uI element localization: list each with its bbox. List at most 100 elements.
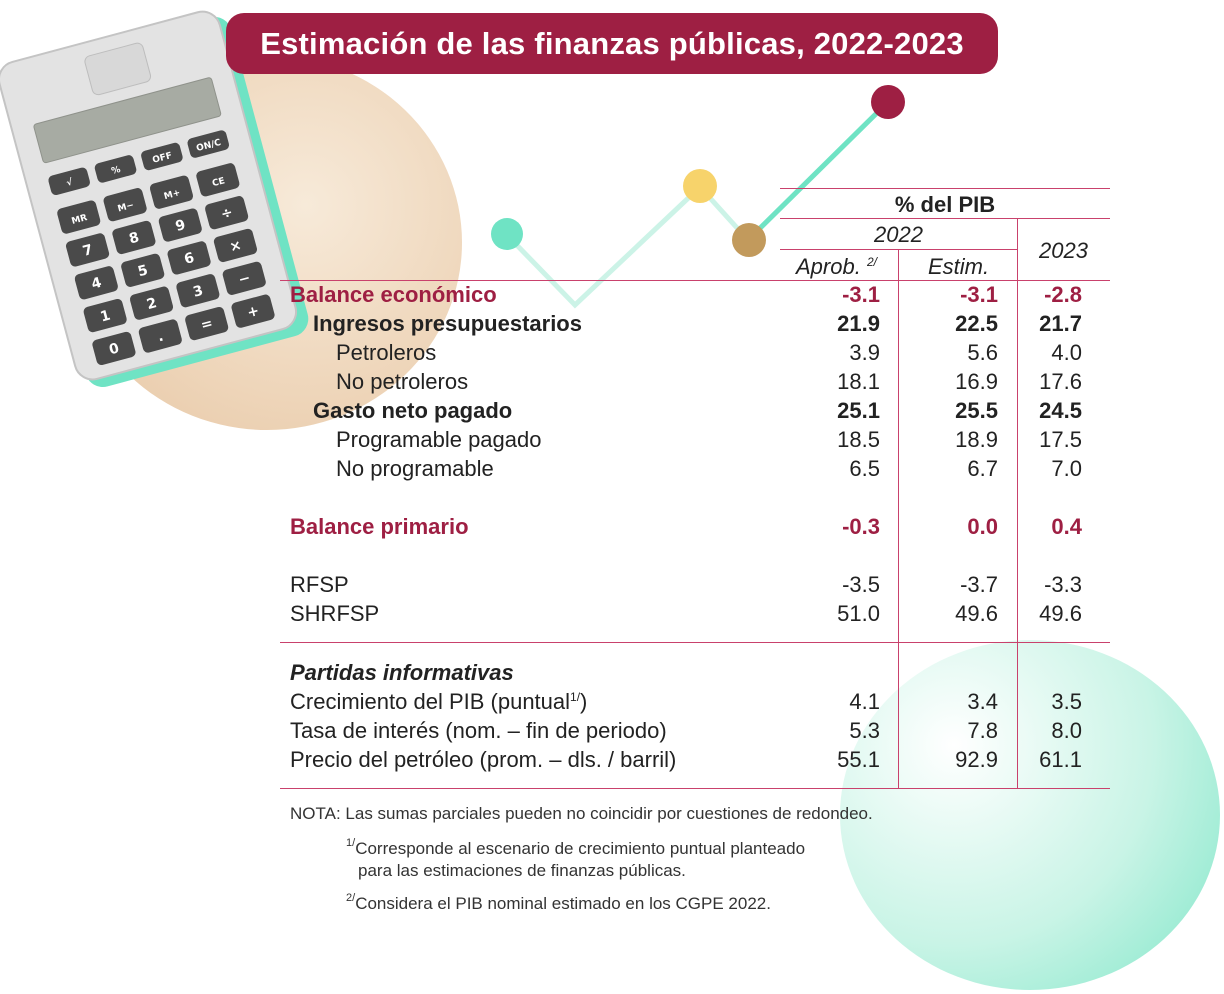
value-estim: 3.4 — [967, 689, 998, 714]
trend-line-accent — [746, 100, 890, 242]
value-2023: 21.7 — [1039, 311, 1082, 336]
year-2022-header: 2022 — [874, 222, 923, 247]
value-2023: 61.1 — [1039, 747, 1082, 772]
calculator-key-label: 3 — [191, 283, 205, 301]
row-label: Precio del petróleo (prom. – dls. / barr… — [290, 747, 677, 772]
value-2023: 17.6 — [1039, 369, 1082, 394]
calculator-key — [129, 286, 174, 320]
value-estim: 7.8 — [967, 718, 998, 743]
calculator-key — [222, 261, 266, 295]
value-estim: 16.9 — [955, 369, 998, 394]
calculator-key-label: 7 — [81, 242, 95, 260]
calculator-key — [141, 142, 183, 171]
value-aprob: 51.0 — [837, 601, 880, 626]
column-divider-2 — [1017, 218, 1018, 788]
row-label: Tasa de interés (nom. – fin de periodo) — [290, 718, 667, 743]
row-label: Crecimiento del PIB (puntual1/) — [290, 689, 587, 715]
calculator-key-label: × — [228, 237, 243, 255]
calculator-key — [92, 331, 136, 366]
calculator-key — [74, 266, 118, 300]
value-aprob: 5.3 — [849, 718, 880, 743]
calculator-key-label: 8 — [127, 229, 141, 247]
calculator-key-label: 2 — [145, 295, 159, 313]
calculator-key-label: 6 — [183, 250, 197, 268]
row-label: RFSP — [290, 572, 349, 597]
bronze-dot-icon — [732, 223, 766, 257]
footnote-marker: 1/ — [570, 690, 581, 704]
partidas-heading: Partidas informativas — [290, 660, 514, 685]
value-estim: 25.5 — [955, 398, 998, 423]
aprob-header: Aprob. 2/ — [796, 254, 877, 280]
calculator-key — [121, 253, 165, 287]
value-2023: 3.5 — [1051, 689, 1082, 714]
row-label: Balance económico — [290, 282, 497, 307]
calculator-key-label: 0 — [107, 340, 121, 358]
estim-header: Estim. — [928, 254, 990, 279]
value-estim: 5.6 — [967, 340, 998, 365]
calculator-key-label: 9 — [174, 217, 188, 235]
value-aprob: 18.5 — [837, 427, 880, 452]
row-label: No petroleros — [336, 369, 469, 394]
value-estim: 18.9 — [955, 427, 998, 452]
maroon-dot-icon — [871, 85, 905, 119]
calculator-key — [231, 294, 275, 328]
footnote-1-marker: 1/ — [346, 837, 356, 849]
value-estim: -3.1 — [960, 282, 998, 307]
calculator-key — [187, 130, 230, 158]
value-aprob: -0.3 — [842, 514, 880, 539]
year-2023-header: 2023 — [1039, 238, 1088, 263]
calculator-key-label: OFF — [151, 151, 173, 166]
value-2023: 49.6 — [1039, 601, 1082, 626]
calculator-key — [167, 241, 211, 275]
value-2023: 8.0 — [1051, 718, 1082, 743]
calculator-key-label: = — [199, 315, 214, 333]
value-2023: 0.4 — [1051, 514, 1082, 539]
calculator-key-label: 5 — [136, 262, 150, 280]
value-aprob: 21.9 — [837, 311, 880, 336]
footnote-1: 1/Corresponde al escenario de crecimient… — [346, 838, 805, 860]
calculator-key — [205, 196, 249, 230]
value-aprob: 18.1 — [837, 369, 880, 394]
calculator-key — [149, 175, 194, 209]
value-estim: 49.6 — [955, 601, 998, 626]
calculator-key-label: − — [237, 270, 252, 288]
row-label-end: ) — [580, 689, 588, 714]
calculator-key-label: M− — [117, 201, 136, 215]
calculator-key — [112, 220, 156, 255]
row-label-text: Crecimiento del PIB (puntual — [290, 689, 571, 714]
footnote-2-text: Considera el PIB nominal estimado en los… — [355, 894, 771, 913]
gold-dot-icon — [683, 169, 717, 203]
value-2023: 24.5 — [1039, 398, 1082, 423]
footnote-1-text: Corresponde al escenario de crecimiento … — [355, 839, 806, 858]
calculator-key — [138, 319, 182, 353]
row-label: Balance primario — [290, 514, 469, 539]
value-aprob: 3.9 — [849, 340, 880, 365]
row-label: Gasto neto pagado — [313, 398, 513, 423]
mint-dot-icon — [491, 218, 523, 250]
value-2023: -2.8 — [1044, 282, 1082, 307]
calculator-key-label: 1 — [99, 308, 113, 326]
page-title: Estimación de las finanzas públicas, 202… — [260, 25, 964, 61]
calculator-key-label: ÷ — [219, 204, 234, 222]
calculator-key-label: M+ — [163, 188, 182, 202]
value-estim: 0.0 — [967, 514, 998, 539]
unit-header: % del PIB — [894, 192, 996, 217]
value-aprob: 6.5 — [849, 456, 880, 481]
calculator-key-label: 4 — [90, 275, 104, 293]
table-rule-header — [280, 280, 1110, 281]
value-estim: 22.5 — [955, 311, 998, 336]
calculator-key — [65, 233, 110, 267]
value-estim: 92.9 — [955, 747, 998, 772]
calculator-key-label: . — [156, 329, 165, 346]
row-label: SHRFSP — [290, 601, 380, 626]
nota-redondeo: NOTA: Las sumas parciales pueden no coin… — [290, 804, 873, 823]
calculator-key-label: + — [246, 303, 261, 321]
value-aprob: -3.1 — [842, 282, 880, 307]
calculator-key-label: % — [110, 165, 121, 177]
header-rule-2022 — [780, 249, 1017, 250]
table-rule-partidas — [280, 642, 1110, 643]
calculator-key — [176, 274, 220, 308]
row-label: Petroleros — [336, 340, 437, 365]
